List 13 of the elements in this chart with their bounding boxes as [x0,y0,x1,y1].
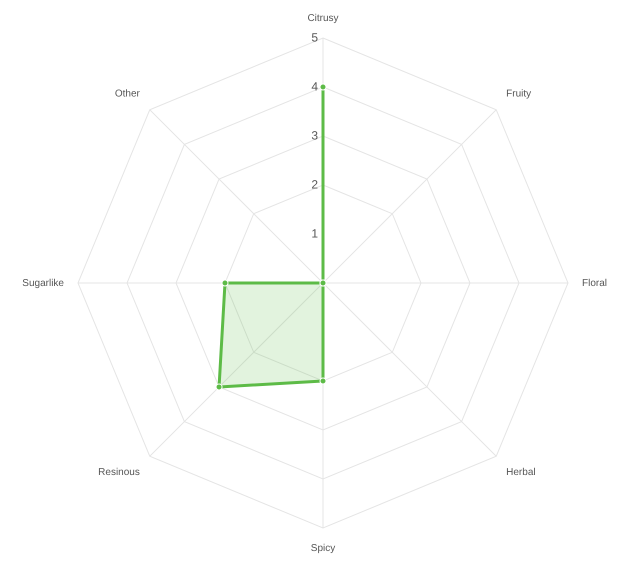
spoke-label: Citrusy [307,12,339,24]
spoke-label: Spicy [310,542,336,554]
spoke-label: Resinous [98,466,140,478]
spoke-label: Floral [582,278,608,289]
spoke-label: Herbal [506,466,536,478]
y-tick-label: 3 [311,128,318,142]
y-tick-label: 5 [311,30,318,44]
spoke-label: Sugarlike [22,278,64,289]
y-tick-label: 4 [311,79,318,94]
spoke-label: Other [114,88,141,100]
spoke-label: Fruity [506,88,532,100]
y-tick-label: 2 [311,177,318,192]
y-tick-label: 1 [311,226,318,240]
